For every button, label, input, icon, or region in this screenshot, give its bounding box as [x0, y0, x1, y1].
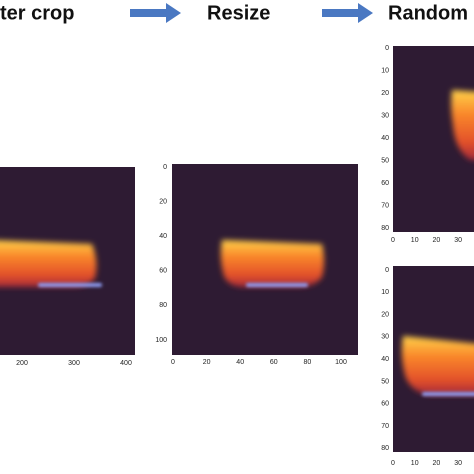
- y-tick-label: 70: [381, 202, 389, 209]
- y-tick-label: 40: [159, 233, 167, 240]
- heatmap: [0, 167, 135, 355]
- x-tick-label: 0: [171, 359, 175, 366]
- x-tick-label: 40: [236, 359, 244, 366]
- step-label: Random: [388, 2, 468, 24]
- y-tick-label: 80: [159, 302, 167, 309]
- y-tick-label: 10: [381, 289, 389, 296]
- heatmap: [393, 266, 474, 452]
- x-tick-label: 200: [16, 360, 28, 367]
- x-tick-label: 60: [270, 359, 278, 366]
- x-tick-label: 20: [433, 460, 441, 467]
- y-tick-label: 20: [159, 198, 167, 205]
- x-tick-label: 30: [454, 460, 462, 467]
- x-tick-label: 300: [68, 360, 80, 367]
- y-tick-label: 0: [163, 164, 167, 171]
- step-label: ter crop: [0, 2, 74, 24]
- y-tick-label: 50: [381, 378, 389, 385]
- y-tick-label: 50: [381, 157, 389, 164]
- step-label: Resize: [207, 2, 270, 24]
- x-tick-label: 10: [411, 460, 419, 467]
- x-tick-label: 10: [411, 237, 419, 244]
- y-tick-label: 40: [381, 135, 389, 142]
- x-tick-label: 0: [391, 460, 395, 467]
- arrow: [130, 3, 373, 23]
- y-tick-label: 60: [381, 180, 389, 187]
- y-tick-label: 60: [159, 268, 167, 275]
- y-tick-label: 30: [381, 334, 389, 341]
- x-tick-label: 20: [203, 359, 211, 366]
- y-tick-label: 10: [381, 67, 389, 74]
- y-tick-label: 70: [381, 423, 389, 430]
- y-tick-label: 80: [381, 225, 389, 232]
- y-tick-label: 0: [385, 267, 389, 274]
- heatmap: [172, 164, 358, 355]
- x-tick-label: 400: [120, 360, 132, 367]
- heatmap: [393, 46, 474, 232]
- y-tick-label: 0: [385, 45, 389, 52]
- y-tick-label: 20: [381, 90, 389, 97]
- y-tick-label: 20: [381, 311, 389, 318]
- x-tick-label: 0: [391, 237, 395, 244]
- y-tick-label: 30: [381, 112, 389, 119]
- y-tick-label: 80: [381, 445, 389, 452]
- x-tick-label: 20: [433, 237, 441, 244]
- y-tick-label: 100: [155, 337, 167, 344]
- x-tick-label: 80: [304, 359, 312, 366]
- x-tick-label: 100: [335, 359, 347, 366]
- y-tick-label: 60: [381, 401, 389, 408]
- y-tick-label: 40: [381, 356, 389, 363]
- x-tick-label: 30: [454, 237, 462, 244]
